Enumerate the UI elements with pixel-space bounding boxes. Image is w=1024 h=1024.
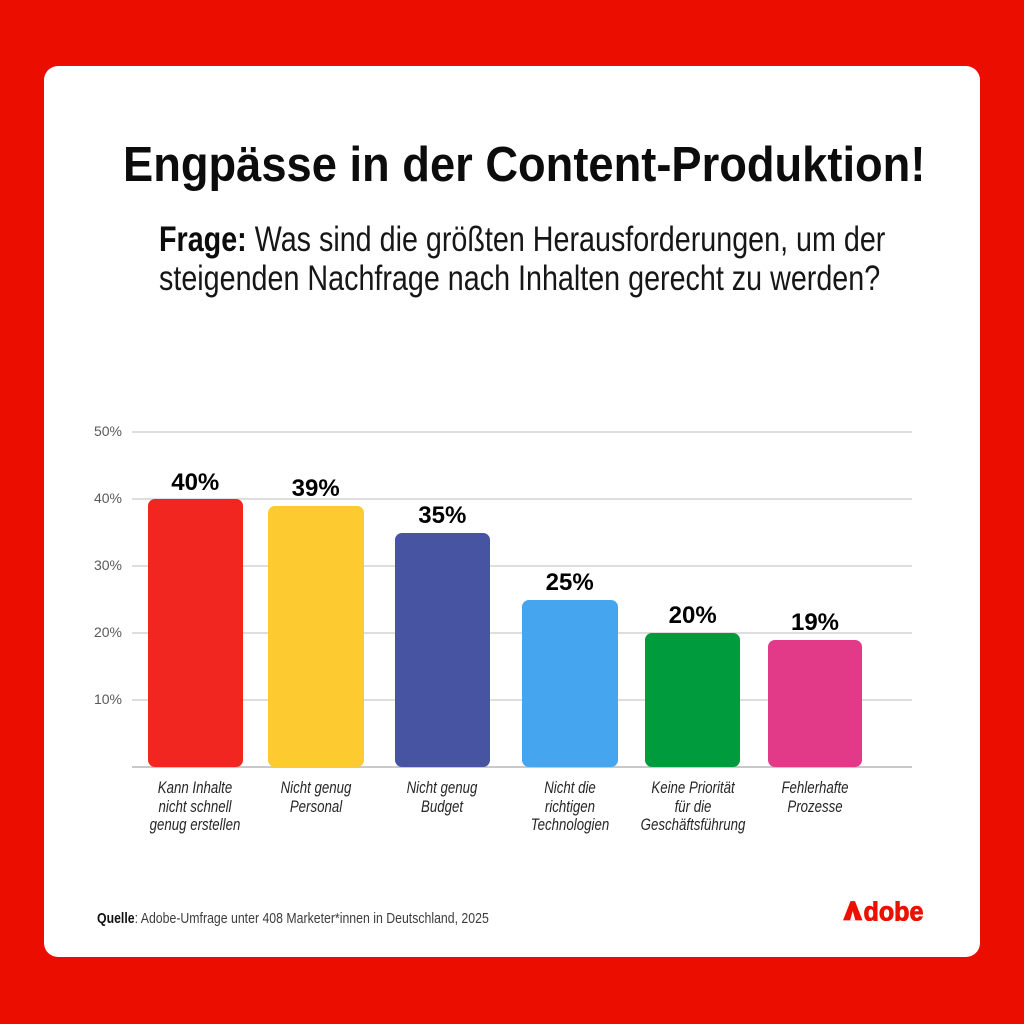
svg-text:dobe: dobe [864, 901, 924, 921]
